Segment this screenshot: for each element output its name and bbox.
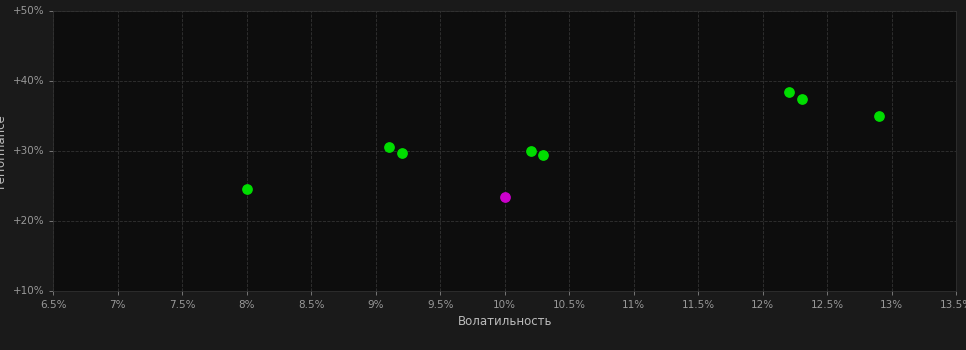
- Point: [781, 90, 796, 95]
- X-axis label: Волатильность: Волатильность: [458, 315, 552, 328]
- Y-axis label: Performance: Performance: [0, 113, 7, 188]
- Point: [394, 150, 410, 155]
- Point: [497, 195, 513, 200]
- Point: [871, 113, 887, 119]
- Point: [381, 144, 396, 150]
- Point: [523, 148, 538, 153]
- Point: [794, 97, 810, 102]
- Point: [536, 153, 552, 158]
- Point: [239, 186, 254, 192]
